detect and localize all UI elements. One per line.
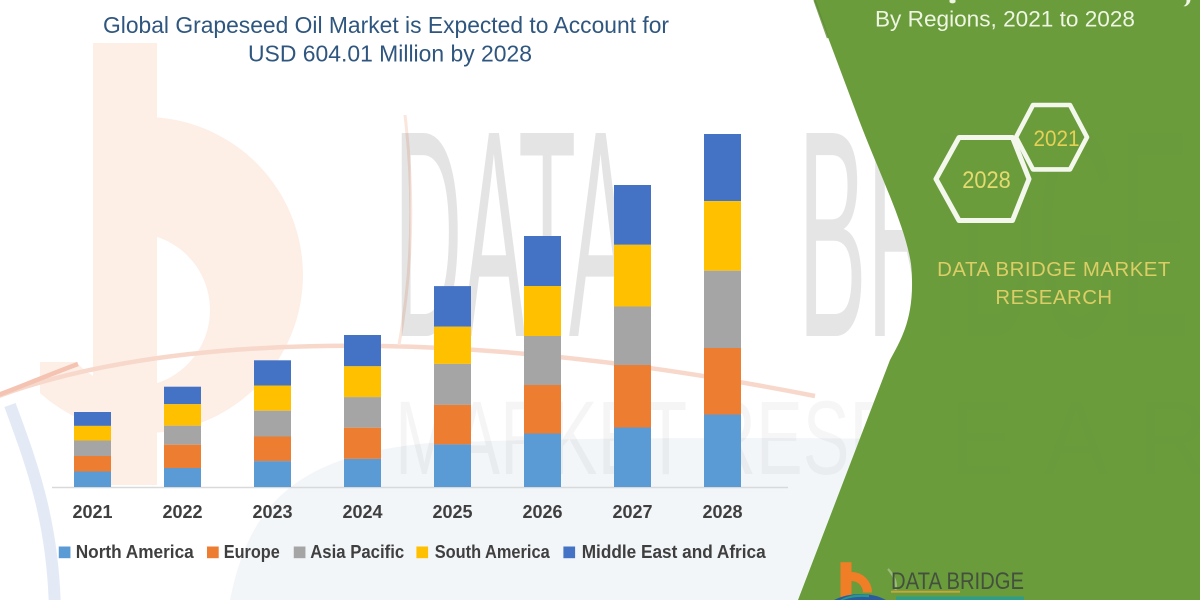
svg-text:2022: 2022 xyxy=(162,502,202,522)
svg-text:2024: 2024 xyxy=(342,502,382,522)
svg-text:2021: 2021 xyxy=(72,502,112,522)
svg-text:By Regions, 2021 to 2028: By Regions, 2021 to 2028 xyxy=(875,7,1135,32)
svg-text:Global Grapeseed Oil Market is: Global Grapeseed Oil Market is Expected … xyxy=(103,12,669,38)
svg-text:Middle East and Africa: Middle East and Africa xyxy=(582,542,767,562)
svg-text:DATA BRIDGE MARKET: DATA BRIDGE MARKET xyxy=(937,259,1171,281)
svg-text:2028: 2028 xyxy=(962,167,1011,194)
svg-text:2025: 2025 xyxy=(432,502,472,522)
svg-text:2021: 2021 xyxy=(1034,126,1080,151)
svg-text:2027: 2027 xyxy=(612,502,652,522)
svg-text:RESEARCH: RESEARCH xyxy=(995,287,1112,309)
svg-text:DATA: DATA xyxy=(394,70,632,399)
svg-text:2026: 2026 xyxy=(522,502,562,522)
svg-text:North America: North America xyxy=(76,542,195,562)
svg-text:2028: 2028 xyxy=(702,502,742,522)
svg-text:DATA BRIDGE: DATA BRIDGE xyxy=(891,568,1024,595)
svg-text:Asia Pacific: Asia Pacific xyxy=(310,542,404,562)
svg-text:USD 604.01 Million by 2028: USD 604.01 Million by 2028 xyxy=(248,41,532,67)
svg-text:Europe: Europe xyxy=(224,542,280,562)
svg-text:South America: South America xyxy=(435,542,551,562)
svg-text:2023: 2023 xyxy=(252,502,292,522)
svg-text:EARCH: EARCH xyxy=(950,380,1200,497)
